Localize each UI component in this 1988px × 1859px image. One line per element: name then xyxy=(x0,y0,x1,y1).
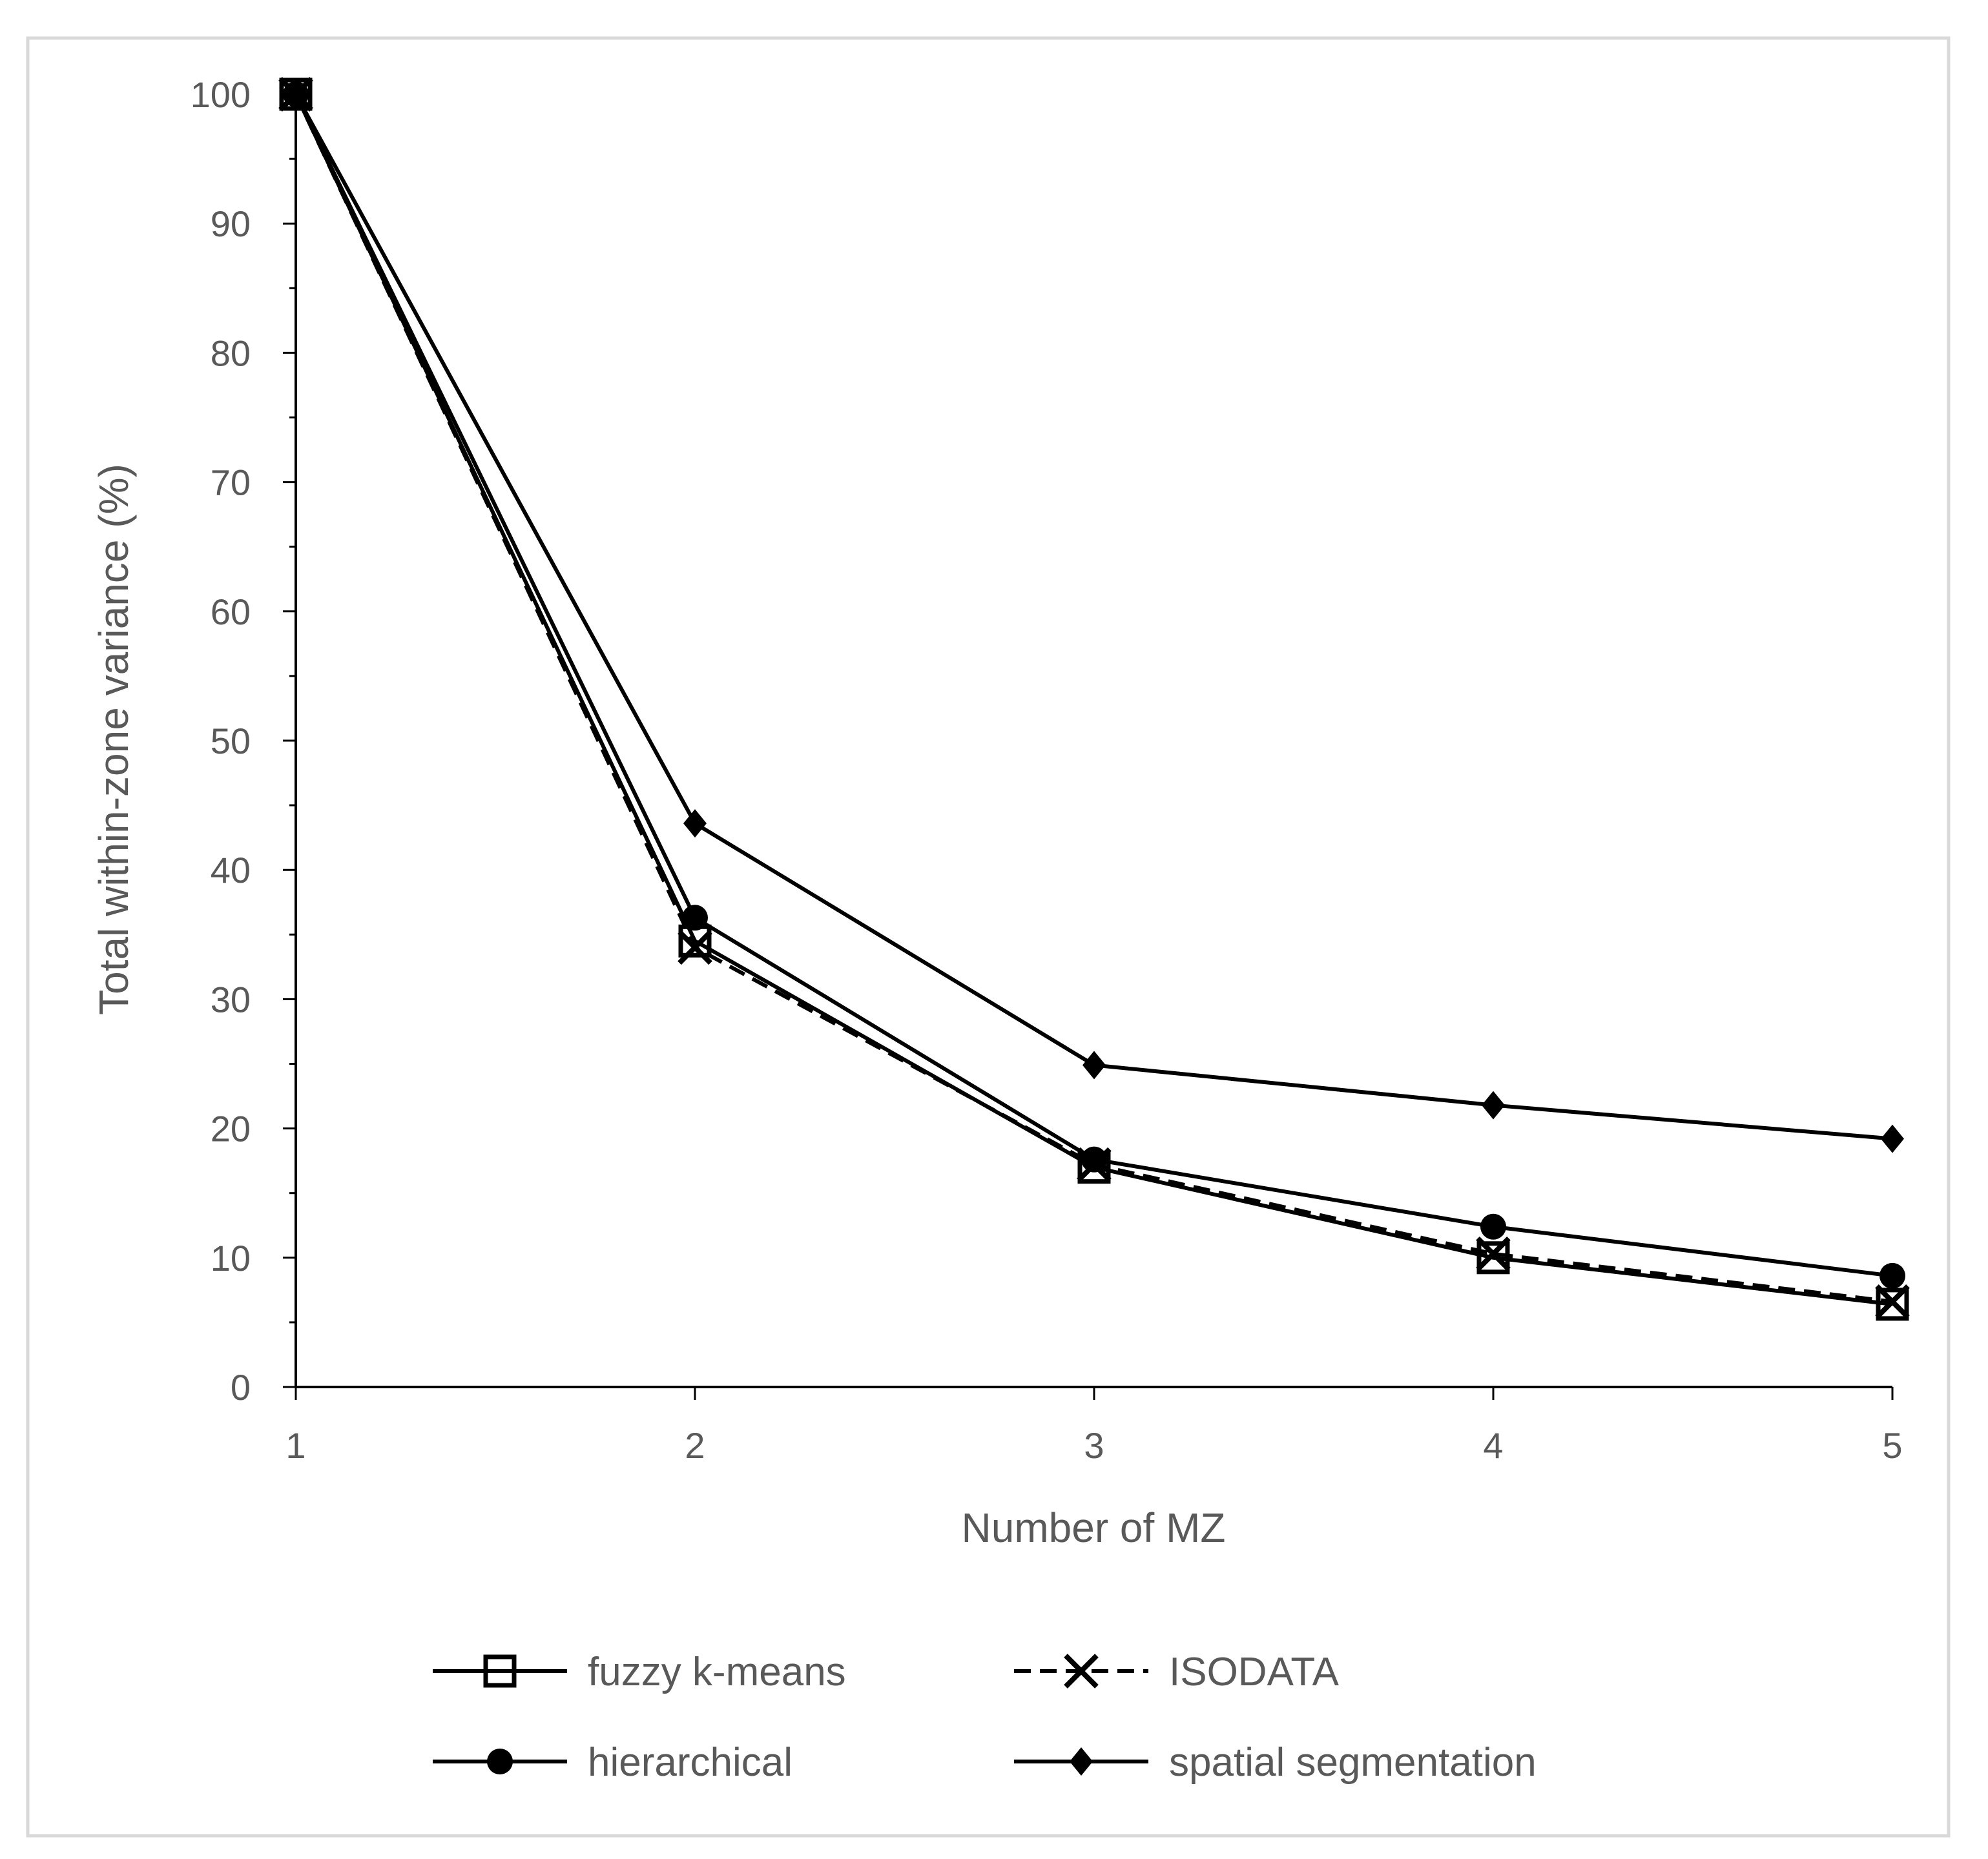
y-axis-title: Total within-zone variance (%) xyxy=(90,464,137,1015)
legend-label: ISODATA xyxy=(1169,1650,1340,1694)
x-tick-labels: 1 2 3 4 5 xyxy=(285,1425,1902,1466)
chart-border xyxy=(26,36,1951,1838)
y-tick-label: 90 xyxy=(211,203,251,244)
y-tick-label: 40 xyxy=(211,850,251,890)
data-point-marker xyxy=(1082,1051,1106,1080)
legend-marker xyxy=(483,1654,517,1688)
data-point-marker xyxy=(1476,1241,1510,1275)
y-tick-label: 60 xyxy=(211,591,251,632)
legend-item: fuzzy k-means xyxy=(433,1650,846,1694)
y-tick-label: 0 xyxy=(231,1367,251,1408)
legend-marker xyxy=(1064,1654,1099,1689)
y-tick-label: 80 xyxy=(211,333,251,373)
x-tick-label: 5 xyxy=(1882,1425,1902,1466)
legend-item: spatial segmentation xyxy=(1014,1740,1537,1785)
series-hierarchical xyxy=(283,81,1905,1289)
data-point-marker xyxy=(1879,1262,1905,1289)
data-point-marker xyxy=(1881,1124,1904,1153)
y-tick-label: 10 xyxy=(211,1238,251,1279)
y-tick-labels: 0 10 20 30 40 50 60 70 80 90 100 xyxy=(191,74,251,1408)
legend-label: fuzzy k-means xyxy=(588,1650,846,1694)
x-tick-label: 1 xyxy=(285,1425,305,1466)
series-spatial-segmentation xyxy=(284,80,1904,1153)
legend-item: hierarchical xyxy=(433,1740,792,1785)
data-point-marker xyxy=(678,930,712,965)
data-point-marker xyxy=(1482,1091,1505,1120)
x-axis-title: Number of MZ xyxy=(962,1505,1226,1551)
y-tick-label: 20 xyxy=(211,1109,251,1149)
x-marker-stroke xyxy=(1476,1236,1511,1271)
x-marker-stroke xyxy=(1064,1654,1099,1689)
data-point-marker xyxy=(1875,1284,1910,1319)
axes xyxy=(283,93,1894,1400)
x-marker-stroke xyxy=(1875,1284,1910,1319)
data-point-marker xyxy=(1081,1146,1107,1173)
x-tick-label: 3 xyxy=(1084,1425,1104,1466)
x-tick-label: 4 xyxy=(1483,1425,1503,1466)
legend-label: spatial segmentation xyxy=(1169,1740,1537,1785)
x-tick-label: 2 xyxy=(685,1425,705,1466)
legend-item: ISODATA xyxy=(1014,1650,1340,1694)
y-tick-label: 100 xyxy=(191,74,251,115)
y-tick-label: 70 xyxy=(211,462,251,503)
y-tick-label: 50 xyxy=(211,721,251,761)
plot-lines xyxy=(278,77,1910,1321)
data-point-marker xyxy=(1480,1213,1506,1240)
data-point-marker xyxy=(1876,1288,1909,1321)
data-point-marker xyxy=(1476,1236,1511,1271)
y-tick-label: 30 xyxy=(211,979,251,1020)
x-marker-stroke xyxy=(678,930,712,965)
data-point-marker xyxy=(683,809,707,838)
legend: fuzzy k-means ISODATA hierarchical spatial … xyxy=(433,1650,1537,1785)
legend-marker xyxy=(1070,1747,1093,1776)
data-point-marker xyxy=(682,905,708,931)
legend-marker xyxy=(487,1749,513,1774)
legend-label: hierarchical xyxy=(588,1740,792,1785)
